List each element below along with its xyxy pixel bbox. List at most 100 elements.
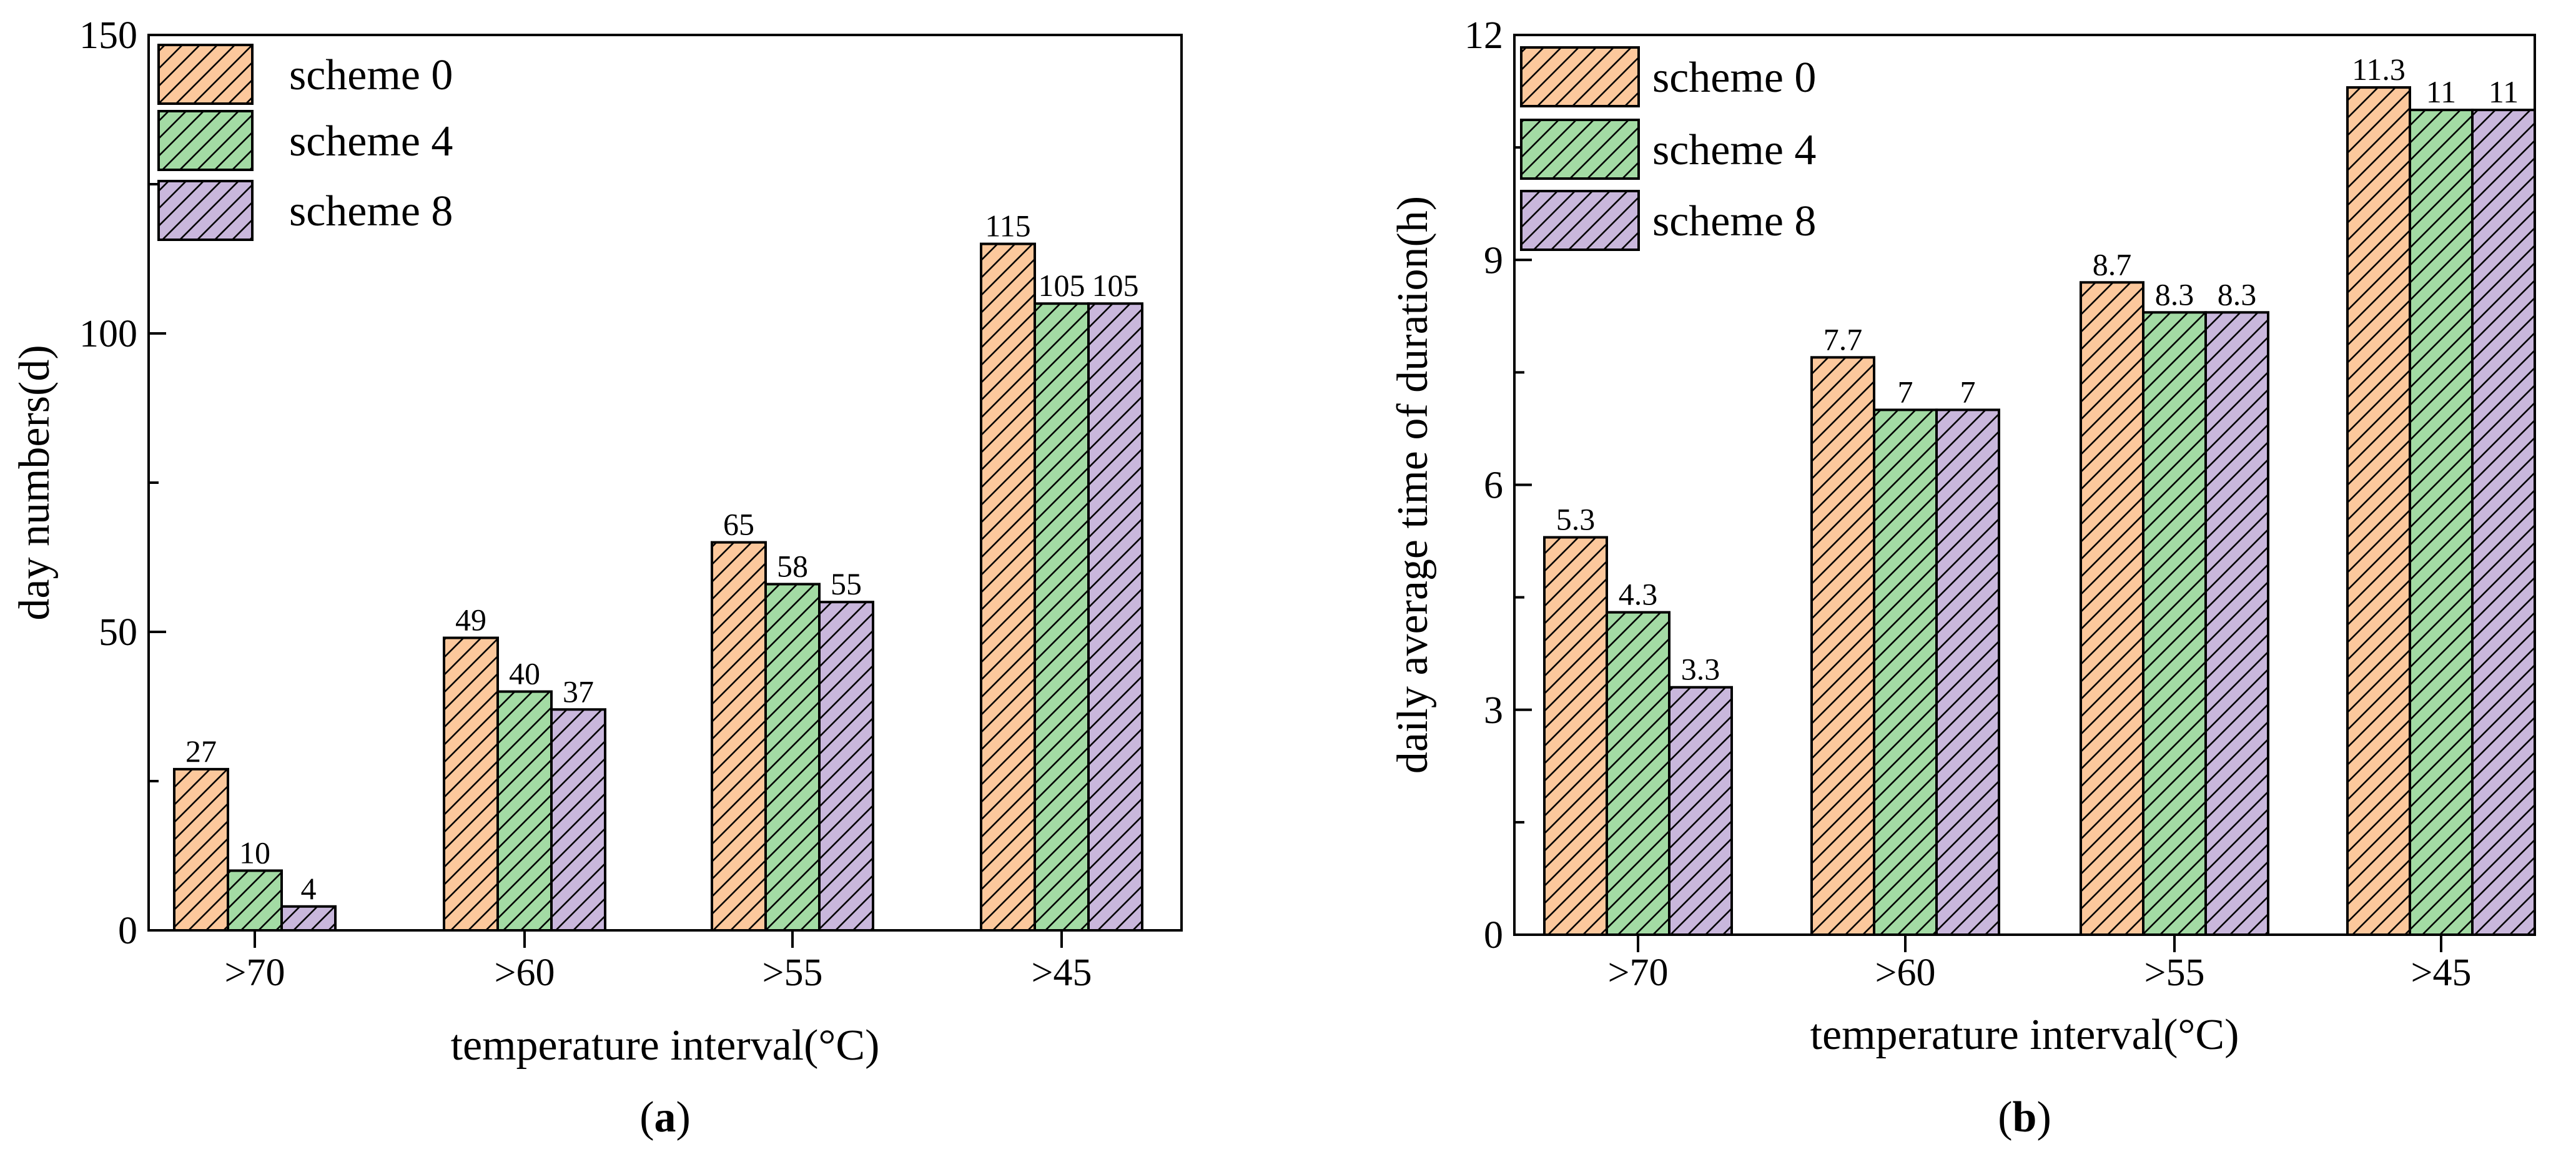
- x-tick-label: >55: [762, 952, 823, 994]
- bar-group: [1810, 356, 1875, 936]
- bar: [443, 636, 499, 932]
- bar: [818, 601, 874, 932]
- bar-value-label: 105: [1039, 268, 1085, 303]
- bar-value-label: 7: [1960, 374, 1976, 409]
- bar-group: [173, 767, 229, 932]
- panel-label: (b): [1998, 1093, 2051, 1141]
- bar: [496, 690, 553, 932]
- bar-group: [550, 708, 606, 932]
- legend: scheme 0 scheme 4 scheme 8: [1520, 46, 1816, 251]
- bar-value-label: 3.3: [1681, 652, 1720, 687]
- legend-label: scheme 0: [1652, 54, 1816, 102]
- bar-group: [818, 601, 874, 932]
- y-tick-label: 9: [1484, 239, 1503, 282]
- bar-value-label: 49: [455, 603, 486, 638]
- bar-value-label: 11.3: [2352, 52, 2406, 87]
- x-tick-label: >60: [1875, 952, 1936, 994]
- bar: [2080, 281, 2144, 936]
- bar: [1543, 536, 1608, 936]
- x-tick-label: >70: [225, 952, 285, 994]
- bar-value-label: 105: [1092, 268, 1139, 303]
- bar: [2409, 109, 2474, 936]
- y-tick-label: 0: [1484, 914, 1503, 957]
- panel-label: (a): [639, 1093, 691, 1141]
- bar-group: [280, 905, 337, 932]
- bar: [1810, 356, 1875, 936]
- bar: [1935, 408, 2000, 936]
- bar: [980, 242, 1036, 932]
- bar: [227, 869, 283, 932]
- bar-value-label: 8.7: [2093, 247, 2132, 282]
- x-tick-label: >70: [1608, 952, 1669, 994]
- bar-value-label: 40: [509, 656, 540, 691]
- bar-group: [2080, 281, 2144, 936]
- legend-label: scheme 8: [289, 187, 453, 235]
- bar: [2471, 109, 2536, 936]
- y-tick-label: 3: [1484, 689, 1503, 732]
- bar-group: [1606, 611, 1670, 936]
- bar: [2204, 311, 2269, 936]
- bar-group: [1034, 302, 1090, 932]
- legend-swatch: [1520, 46, 1640, 107]
- bar-value-label: 4: [301, 871, 317, 906]
- y-tick-label: 0: [118, 910, 137, 952]
- bar-group: [2409, 109, 2474, 936]
- bar-group: [1087, 302, 1143, 932]
- bar: [1873, 408, 1938, 936]
- legend-swatch: [157, 44, 254, 105]
- bar-group: [980, 242, 1036, 932]
- bar: [1087, 302, 1143, 932]
- y-tick-label: 150: [79, 14, 137, 57]
- bar-value-label: 8.3: [2155, 277, 2194, 312]
- bar-value-label: 8.3: [2218, 277, 2257, 312]
- bar-group: [1543, 536, 1608, 936]
- panel-letter: b: [2013, 1093, 2037, 1141]
- x-tick-label: >55: [2144, 952, 2205, 994]
- legend-label: scheme 4: [289, 117, 453, 165]
- legend-swatch: [157, 180, 254, 241]
- bar-group: [2471, 109, 2536, 936]
- y-tick-label: 100: [79, 313, 137, 355]
- bar: [173, 767, 229, 932]
- legend: scheme 0 scheme 4 scheme 8: [157, 44, 453, 241]
- bar-group: [711, 541, 767, 932]
- y-tick-label: 6: [1484, 465, 1503, 507]
- bar-value-label: 115: [985, 209, 1030, 244]
- bar: [764, 583, 821, 932]
- bar-group: [227, 869, 283, 932]
- bar-group: [1935, 408, 2000, 936]
- bar-value-label: 27: [185, 734, 217, 769]
- bar: [1034, 302, 1090, 932]
- bar-group: [1668, 686, 1733, 936]
- legend-label: scheme 8: [1652, 197, 1816, 245]
- legend-label: scheme 4: [1652, 126, 1816, 174]
- bar-group: [2204, 311, 2269, 936]
- chart-panel-a: 27 10 4 49 40 37 65 58 55 115 105 105 0 50 100 150 >70 >6…: [11, 14, 1183, 1141]
- panel-letter: a: [654, 1093, 676, 1141]
- x-axis-title: temperature interval(°C): [451, 1022, 880, 1070]
- bar-value-label: 55: [831, 566, 862, 601]
- bar-value-label: 7.7: [1823, 322, 1863, 357]
- bar: [280, 905, 337, 932]
- y-axis-title: day numbers(d): [11, 345, 59, 620]
- bar-value-label: 11: [2426, 74, 2456, 109]
- legend-label: scheme 0: [289, 51, 453, 99]
- x-tick-label: >60: [495, 952, 555, 994]
- x-axis-title: temperature interval(°C): [1810, 1011, 2239, 1059]
- bar-group: [764, 583, 821, 932]
- bar-value-label: 58: [777, 549, 808, 584]
- bar-value-label: 7: [1898, 374, 1913, 409]
- bar-group: [1873, 408, 1938, 936]
- bar-value-label: 5.3: [1556, 502, 1596, 537]
- bar-group: [443, 636, 499, 932]
- bar: [1606, 611, 1670, 936]
- bar-value-label: 11: [2489, 74, 2519, 109]
- y-tick-label: 50: [99, 611, 137, 654]
- y-tick-label: 12: [1464, 14, 1503, 57]
- bar-value-label: 4.3: [1619, 577, 1658, 612]
- bar-group: [2346, 86, 2411, 936]
- bar: [550, 708, 606, 932]
- bar-group: [2142, 311, 2207, 936]
- x-tick-label: >45: [2411, 952, 2472, 994]
- bar: [1668, 686, 1733, 936]
